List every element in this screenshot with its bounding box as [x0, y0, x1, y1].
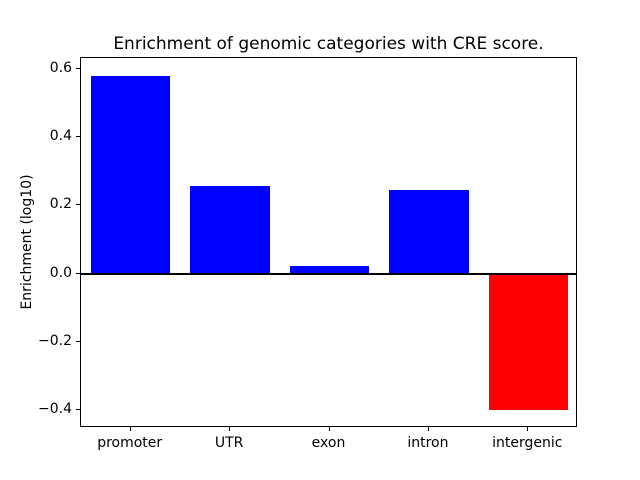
x-tick-label-intergenic: intergenic [492, 435, 563, 451]
bar-intergenic [488, 273, 569, 410]
y-tick-mark [76, 136, 80, 138]
x-tick-mark [129, 427, 131, 431]
y-tick-mark [76, 204, 80, 206]
y-tick-label: 0.6 [49, 59, 72, 76]
x-tick-mark [527, 427, 529, 431]
y-tick-label: −0.4 [38, 400, 72, 417]
bar-promoter [90, 76, 171, 274]
y-tick-label: 0.4 [49, 128, 72, 145]
y-tick-label: −0.2 [38, 332, 72, 349]
chart-title: Enrichment of genomic categories with CR… [113, 34, 544, 54]
y-tick-mark [76, 340, 80, 342]
zero-line [81, 272, 576, 275]
y-tick-label: 0.2 [49, 196, 72, 213]
bar-exon [289, 266, 370, 274]
y-tick-mark [76, 67, 80, 69]
y-axis-label: Enrichment (log10) [19, 174, 35, 310]
bar-UTR [190, 185, 270, 274]
y-tick-mark [76, 272, 80, 274]
x-tick-label-intron: intron [407, 435, 449, 451]
x-tick-label-promoter: promoter [97, 435, 163, 451]
y-tick-label: 0.0 [49, 264, 72, 281]
x-tick-mark [328, 427, 330, 431]
x-tick-mark [427, 427, 429, 431]
x-tick-label-UTR: UTR [214, 435, 244, 451]
x-tick-label-exon: exon [311, 435, 346, 451]
x-tick-mark [229, 427, 231, 431]
bar-intron [389, 189, 469, 274]
plot-area [80, 57, 577, 427]
y-tick-mark [76, 408, 80, 410]
